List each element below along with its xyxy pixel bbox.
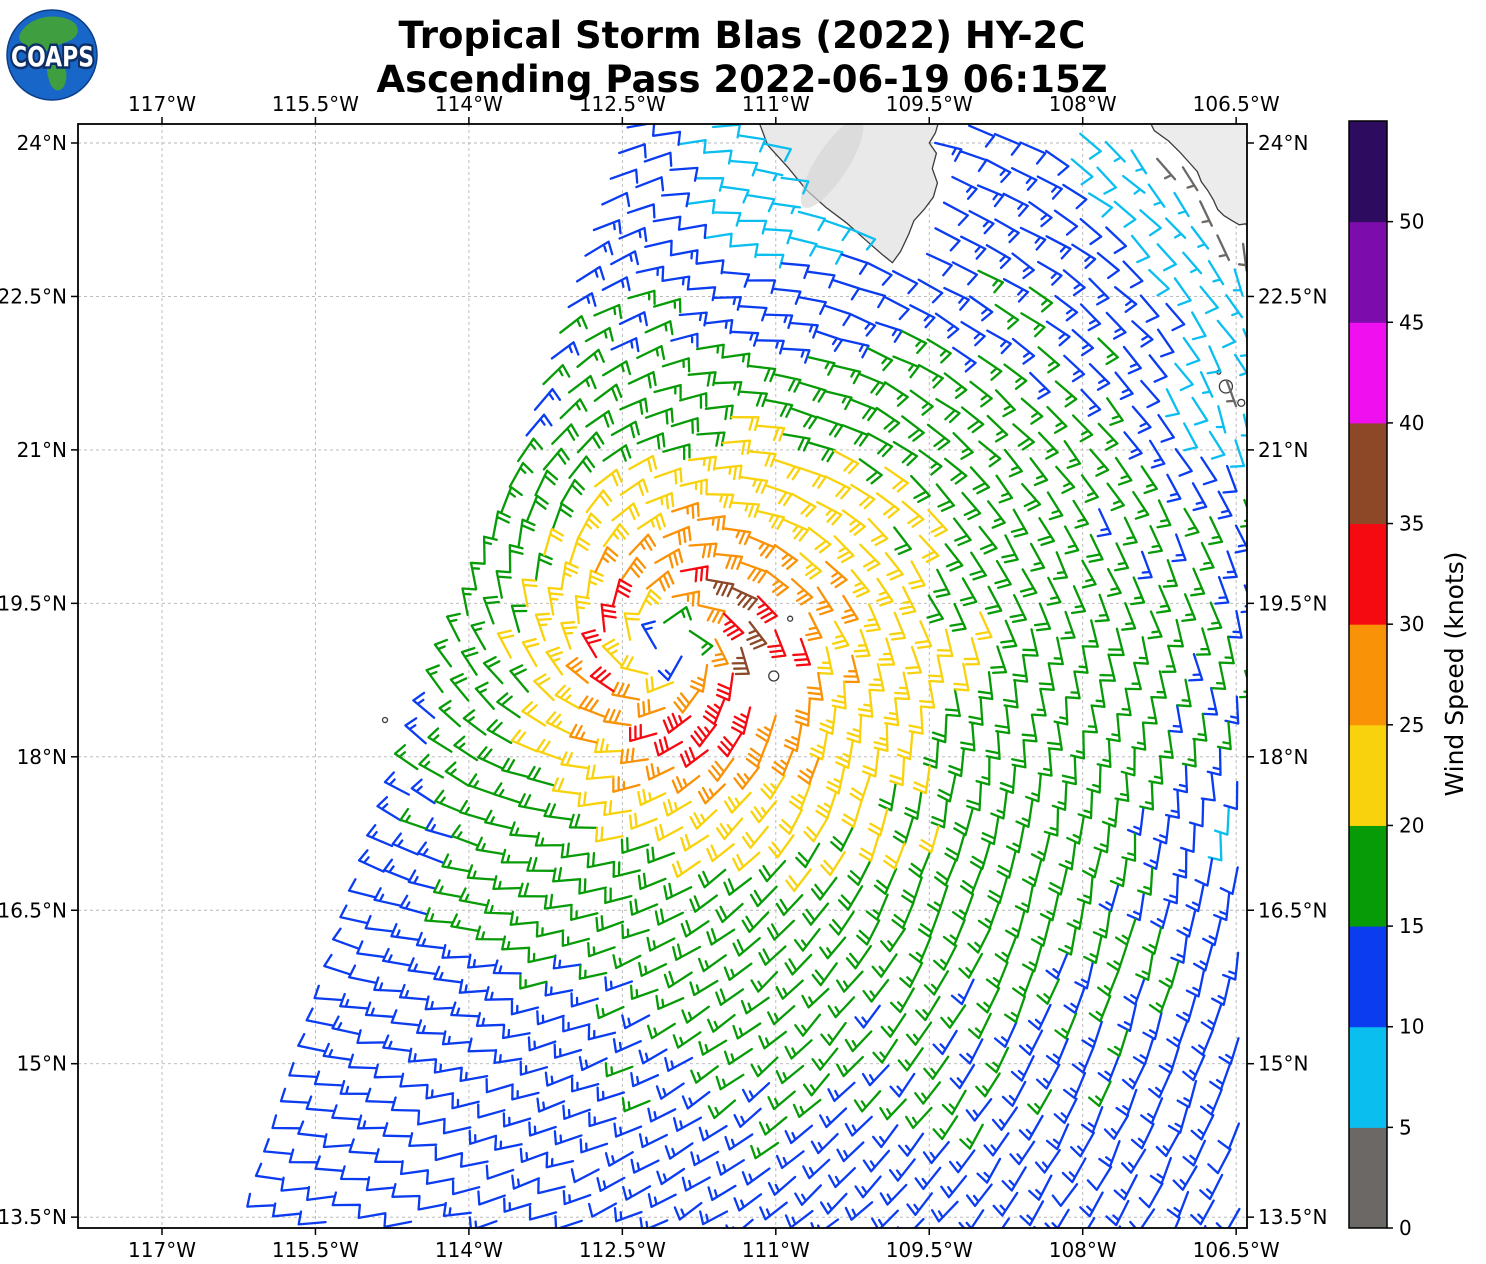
wind-barbs-bin-15 xyxy=(393,269,1247,1160)
wind-barbs-bin-10 xyxy=(246,124,1247,1228)
colorbar-segment-25 xyxy=(1349,624,1387,726)
map-frame xyxy=(77,123,1248,1229)
colorbar-border xyxy=(1348,120,1388,1229)
lon-tick-label-bottom: 108°W xyxy=(1049,1238,1117,1262)
island-outline xyxy=(786,615,794,622)
lat-tick-label-right: 18°N xyxy=(1258,745,1308,769)
colorbar-tick-label: 35 xyxy=(1399,512,1424,536)
lat-tick-label-right: 24°N xyxy=(1258,131,1308,155)
lon-tick-label-top: 109.5°W xyxy=(886,92,973,116)
lon-tick-label-bottom: 114°W xyxy=(435,1238,503,1262)
colorbar-segment-40 xyxy=(1349,322,1387,424)
lat-tick-label-left: 21°N xyxy=(17,438,67,462)
colorbar-segment-10 xyxy=(1349,926,1387,1028)
colorbar-layer: 0 5 10 15 20 25 30 35 40 45 50 xyxy=(1348,120,1424,1240)
wind-barbs-bin-0 xyxy=(1156,157,1247,408)
lat-tick-label-left: 15°N xyxy=(17,1052,67,1076)
lon-tick-label-top: 112.5°W xyxy=(579,92,666,116)
lon-tick-label-bottom: 115.5°W xyxy=(272,1238,359,1262)
wind-barbs-bin-25 xyxy=(565,501,860,805)
lat-tick-label-left: 16.5°N xyxy=(0,898,67,922)
island-outline xyxy=(1237,398,1246,407)
wind-barbs-bin-20 xyxy=(496,416,993,893)
lon-tick-label-bottom: 117°W xyxy=(128,1238,196,1262)
lat-tick-label-right: 22.5°N xyxy=(1258,284,1328,308)
lon-tick-label-top: 111°W xyxy=(742,92,810,116)
land-mainland-mexico xyxy=(1150,124,1247,226)
wind-barb-layer xyxy=(246,124,1247,1228)
colorbar-tick-label: 20 xyxy=(1399,813,1424,837)
land-layer xyxy=(381,124,1247,724)
lon-tick-label-bottom: 112.5°W xyxy=(579,1238,666,1262)
wind-barbs-bin-5 xyxy=(677,124,1247,862)
axis-frame-layer: 117°W 117°W 115.5°W 115.5°W 114°W 114°W 112.5°… xyxy=(0,92,1328,1262)
lat-tick-label-right: 19.5°N xyxy=(1258,591,1328,615)
colorbar-tick-label: 0 xyxy=(1399,1216,1412,1240)
lat-tick-label-left: 19.5°N xyxy=(0,591,67,615)
colorbar-tick-label: 10 xyxy=(1399,1015,1424,1039)
coaps-logo: COAPS xyxy=(6,9,98,101)
lon-tick-label-top: 115.5°W xyxy=(272,92,359,116)
lat-tick-label-right: 15°N xyxy=(1258,1052,1308,1076)
lon-tick-label-top: 108°W xyxy=(1049,92,1117,116)
colorbar-segment-35 xyxy=(1349,422,1387,525)
lat-tick-label-right: 21°N xyxy=(1258,438,1308,462)
colorbar-segment-0 xyxy=(1349,1127,1387,1229)
lat-tick-label-right: 13.5°N xyxy=(1258,1205,1328,1229)
lat-tick-label-left: 18°N xyxy=(17,745,67,769)
lon-tick-label-top: 114°W xyxy=(435,92,503,116)
wind-barbs-bin-35 xyxy=(705,578,768,676)
colorbar-tick-label: 30 xyxy=(1399,612,1424,636)
colorbar-tick-label: 45 xyxy=(1399,310,1424,334)
colorbar-title: Wind Speed (knots) xyxy=(1440,551,1469,796)
colorbar-segment-20 xyxy=(1349,724,1387,826)
lon-tick-label-bottom: 109.5°W xyxy=(886,1238,973,1262)
lat-tick-label-left: 13.5°N xyxy=(0,1205,67,1229)
colorbar-tick-label: 40 xyxy=(1399,411,1424,435)
logo-land-south-icon xyxy=(47,58,67,91)
figure-title-line1: Tropical Storm Blas (2022) HY-2C xyxy=(399,14,1086,57)
lat-tick-label-left: 22.5°N xyxy=(0,284,67,308)
colorbar-segment-30 xyxy=(1349,523,1387,625)
lat-tick-label-right: 16.5°N xyxy=(1258,898,1328,922)
figure-title-line2: Ascending Pass 2022-06-19 06:15Z xyxy=(376,58,1107,101)
colorbar-segment-45 xyxy=(1349,221,1387,323)
logo-text: COAPS xyxy=(11,40,94,73)
colorbar-tick-label: 15 xyxy=(1399,914,1424,938)
lon-tick-label-top: 117°W xyxy=(128,92,196,116)
colorbar-segment-50 xyxy=(1349,121,1387,223)
lat-tick-label-left: 24°N xyxy=(17,131,67,155)
colorbar-segment-15 xyxy=(1349,825,1387,927)
island-outline xyxy=(768,670,780,682)
colorbar-tick-label: 5 xyxy=(1399,1115,1412,1139)
colorbar-tick-label: 25 xyxy=(1399,713,1424,737)
lon-tick-label-bottom: 106.5°W xyxy=(1193,1238,1280,1262)
wind-barbs-bin-30 xyxy=(581,565,812,768)
colorbar-segment-5 xyxy=(1349,1026,1387,1128)
land-baja-terrain-shading xyxy=(800,124,864,208)
logo-land-north-icon xyxy=(19,16,78,52)
colorbar-tick-label: 50 xyxy=(1399,210,1424,234)
lon-tick-label-bottom: 111°W xyxy=(742,1238,810,1262)
lon-tick-label-top: 106.5°W xyxy=(1193,92,1280,116)
island-outline xyxy=(381,716,389,724)
